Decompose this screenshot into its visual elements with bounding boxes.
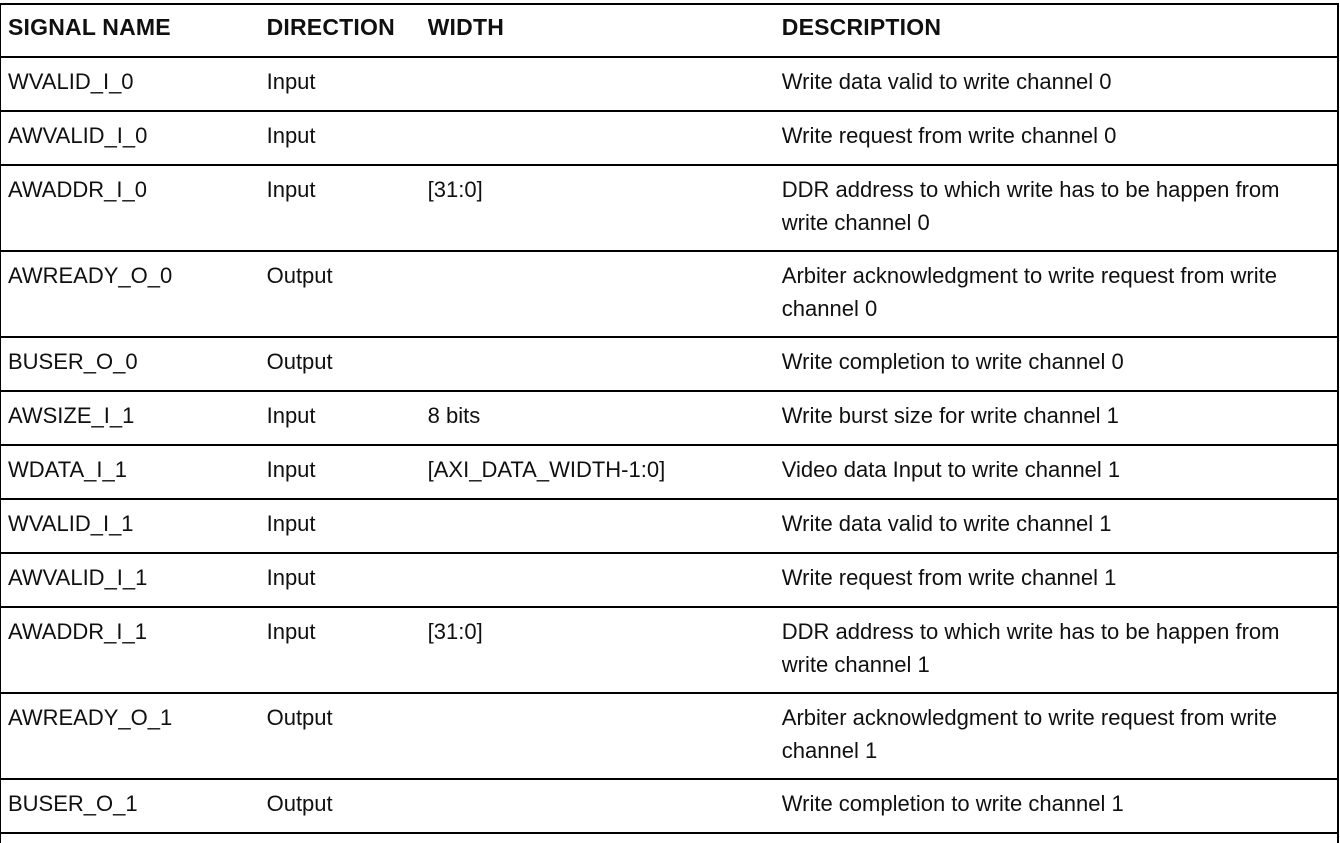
table-row: AWSIZE_I_1 Input 8 bits Write burst size… bbox=[0, 391, 1338, 446]
direction-cell: Input bbox=[266, 57, 428, 112]
description-cell: Write request from write channel 0 bbox=[781, 111, 1338, 166]
table-row: WDATA_I_1 Input [AXI_DATA_WIDTH-1:0] Vid… bbox=[0, 445, 1338, 500]
direction-cell: Input bbox=[266, 111, 428, 166]
signal-name-cell: AWVALID_I_1 bbox=[0, 553, 267, 608]
width-cell bbox=[427, 779, 782, 834]
description-cell: Video data Input to write channel 1 bbox=[781, 445, 1338, 500]
table-row: WVALID_I_0 Input Write data valid to wri… bbox=[0, 57, 1338, 112]
table-row: AWVALID_I_1 Input Write request from wri… bbox=[0, 553, 1338, 608]
direction-cell: Output bbox=[266, 251, 428, 338]
description-cell: Write completion to write channel 1 bbox=[781, 779, 1338, 834]
column-header-direction: DIRECTION bbox=[266, 4, 428, 58]
width-cell: [AXI_DATA_WIDTH-1:0] bbox=[427, 445, 782, 500]
signal-name-cell: AWREADY_O_0 bbox=[0, 251, 267, 338]
direction-cell: Input bbox=[266, 553, 428, 608]
table-row: AWREADY_O_1 Output Arbiter acknowledgmen… bbox=[0, 693, 1338, 780]
table-row: AWADDR_I_1 Input [31:0] DDR address to w… bbox=[0, 607, 1338, 694]
description-cell: DDR address to which write has to be hap… bbox=[781, 607, 1338, 694]
table-row: BUSER_O_0 Output Write completion to wri… bbox=[0, 337, 1338, 392]
table-row: AWSIZE_I_2 Input 8 bits Write burst size… bbox=[0, 833, 1338, 843]
signal-name-cell: AWADDR_I_0 bbox=[0, 165, 267, 252]
column-header-description: DESCRIPTION bbox=[781, 4, 1338, 58]
description-cell: Write completion to write channel 0 bbox=[781, 337, 1338, 392]
header-row: SIGNAL NAME DIRECTION WIDTH DESCRIPTION bbox=[0, 4, 1338, 58]
description-cell: Write data valid to write channel 1 bbox=[781, 499, 1338, 554]
table-row: AWREADY_O_0 Output Arbiter acknowledgmen… bbox=[0, 251, 1338, 338]
description-cell: Write data valid to write channel 0 bbox=[781, 57, 1338, 112]
description-cell: Write burst size for write channel 1 bbox=[781, 391, 1338, 446]
direction-cell: Input bbox=[266, 391, 428, 446]
signal-name-cell: AWVALID_I_0 bbox=[0, 111, 267, 166]
direction-cell: Input bbox=[266, 445, 428, 500]
signal-table-header: SIGNAL NAME DIRECTION WIDTH DESCRIPTION bbox=[0, 4, 1338, 58]
width-cell bbox=[427, 553, 782, 608]
description-cell: Arbiter acknowledgment to write request … bbox=[781, 251, 1338, 338]
width-cell bbox=[427, 693, 782, 780]
width-cell: 8 bits bbox=[427, 833, 782, 843]
column-header-width: WIDTH bbox=[427, 4, 782, 58]
direction-cell: Input bbox=[266, 833, 428, 843]
signal-name-cell: AWADDR_I_1 bbox=[0, 607, 267, 694]
signal-name-cell: AWSIZE_I_1 bbox=[0, 391, 267, 446]
width-cell bbox=[427, 251, 782, 338]
signal-table: SIGNAL NAME DIRECTION WIDTH DESCRIPTION … bbox=[0, 3, 1339, 843]
direction-cell: Input bbox=[266, 499, 428, 554]
description-cell: Arbiter acknowledgment to write request … bbox=[781, 693, 1338, 780]
table-row: WVALID_I_1 Input Write data valid to wri… bbox=[0, 499, 1338, 554]
direction-cell: Output bbox=[266, 779, 428, 834]
signal-name-cell: WVALID_I_1 bbox=[0, 499, 267, 554]
signal-name-cell: BUSER_O_0 bbox=[0, 337, 267, 392]
direction-cell: Output bbox=[266, 693, 428, 780]
width-cell: [31:0] bbox=[427, 607, 782, 694]
signal-name-cell: BUSER_O_1 bbox=[0, 779, 267, 834]
direction-cell: Output bbox=[266, 337, 428, 392]
signal-name-cell: AWREADY_O_1 bbox=[0, 693, 267, 780]
table-row: AWVALID_I_0 Input Write request from wri… bbox=[0, 111, 1338, 166]
width-cell: [31:0] bbox=[427, 165, 782, 252]
width-cell bbox=[427, 57, 782, 112]
description-cell: Write request from write channel 1 bbox=[781, 553, 1338, 608]
signal-name-cell: WDATA_I_1 bbox=[0, 445, 267, 500]
signal-name-cell: WVALID_I_0 bbox=[0, 57, 267, 112]
width-cell: 8 bits bbox=[427, 391, 782, 446]
table-row: AWADDR_I_0 Input [31:0] DDR address to w… bbox=[0, 165, 1338, 252]
table-row: BUSER_O_1 Output Write completion to wri… bbox=[0, 779, 1338, 834]
width-cell bbox=[427, 499, 782, 554]
description-cell: DDR address to which write has to be hap… bbox=[781, 165, 1338, 252]
signal-table-body: WVALID_I_0 Input Write data valid to wri… bbox=[0, 57, 1338, 843]
width-cell bbox=[427, 337, 782, 392]
direction-cell: Input bbox=[266, 165, 428, 252]
width-cell bbox=[427, 111, 782, 166]
signal-name-cell: AWSIZE_I_2 bbox=[0, 833, 267, 843]
description-cell: Write burst size for write channel 2 bbox=[781, 833, 1338, 843]
column-header-signal-name: SIGNAL NAME bbox=[0, 4, 267, 58]
direction-cell: Input bbox=[266, 607, 428, 694]
